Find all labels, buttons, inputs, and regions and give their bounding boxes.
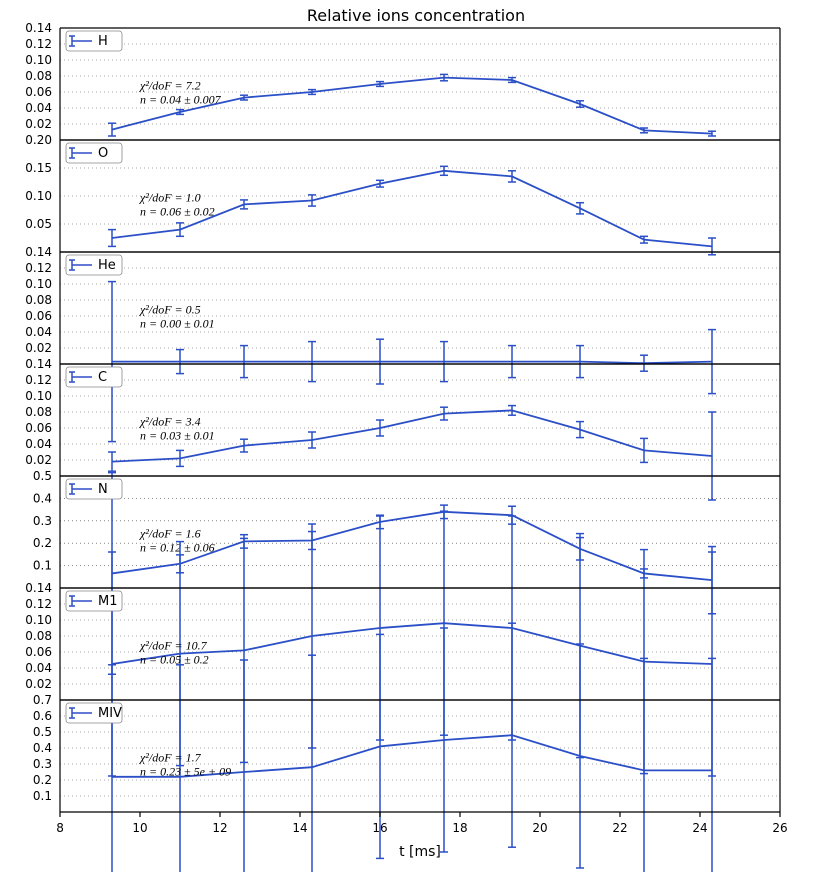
chi2-annotation: χ²/doF = 10.7 (139, 639, 208, 653)
x-tick-label: 22 (612, 821, 627, 835)
legend-label: He (98, 258, 116, 273)
x-tick-label: 24 (692, 821, 707, 835)
x-tick-label: 14 (292, 821, 307, 835)
x-tick-label: 8 (56, 821, 64, 835)
y-tick-label: 0.14 (25, 21, 52, 35)
panel-c: 0.020.040.060.080.100.120.14Cχ²/doF = 3.… (60, 364, 780, 476)
chi2-annotation: χ²/doF = 7.2 (139, 79, 201, 93)
n-annotation: n = 0.05 ± 0.2 (140, 653, 209, 667)
y-tick-label: 0.4 (33, 741, 52, 755)
panel-o: 0.050.100.150.20Oχ²/doF = 1.0n = 0.06 ± … (60, 140, 780, 252)
y-tick-label: 0.14 (25, 357, 52, 371)
legend-label: MIV (98, 706, 122, 721)
y-tick-label: 0.2 (33, 773, 52, 787)
x-tick-label: 16 (372, 821, 387, 835)
y-tick-label: 0.05 (25, 217, 52, 231)
y-tick-label: 0.10 (25, 189, 52, 203)
y-tick-label: 0.5 (33, 725, 52, 739)
y-tick-label: 0.08 (25, 69, 52, 83)
y-tick-label: 0.10 (25, 389, 52, 403)
legend-label: O (98, 146, 108, 161)
y-tick-label: 0.20 (25, 133, 52, 147)
y-tick-label: 0.10 (25, 613, 52, 627)
n-annotation: n = 0.12 ± 0.06 (140, 541, 215, 555)
panel-m1: 0.020.040.060.080.100.120.14M1χ²/doF = 1… (60, 588, 780, 700)
y-tick-label: 0.04 (25, 101, 52, 115)
y-tick-label: 0.02 (25, 453, 52, 467)
y-tick-label: 0.12 (25, 597, 52, 611)
x-axis-label: t [ms] (60, 844, 780, 860)
y-tick-label: 0.5 (33, 469, 52, 483)
y-tick-label: 0.10 (25, 277, 52, 291)
chi2-annotation: χ²/doF = 0.5 (139, 303, 201, 317)
y-tick-label: 0.3 (33, 514, 52, 528)
legend-label: N (98, 482, 108, 497)
y-tick-label: 0.04 (25, 661, 52, 675)
y-tick-label: 0.4 (33, 491, 52, 505)
y-tick-label: 0.08 (25, 293, 52, 307)
y-tick-label: 0.1 (33, 789, 52, 803)
y-tick-label: 0.02 (25, 341, 52, 355)
y-tick-label: 0.08 (25, 405, 52, 419)
y-tick-label: 0.06 (25, 645, 52, 659)
y-tick-label: 0.15 (25, 161, 52, 175)
chi2-annotation: χ²/doF = 1.0 (139, 191, 201, 205)
x-axis: 8101214161820222426 (60, 812, 780, 872)
y-tick-label: 0.7 (33, 693, 52, 707)
y-tick-label: 0.12 (25, 373, 52, 387)
panel-n: 0.10.20.30.40.5Nχ²/doF = 1.6n = 0.12 ± 0… (60, 476, 780, 588)
panel-miv: 0.10.20.30.40.50.60.7MIVχ²/doF = 1.7n = … (60, 700, 780, 812)
y-tick-label: 0.6 (33, 709, 52, 723)
panel-he: 0.020.040.060.080.100.120.14Heχ²/doF = 0… (60, 252, 780, 364)
legend-label: M1 (98, 594, 118, 609)
y-tick-label: 0.04 (25, 437, 52, 451)
y-tick-label: 0.06 (25, 85, 52, 99)
y-tick-label: 0.14 (25, 581, 52, 595)
x-tick-label: 12 (212, 821, 227, 835)
panel-h: 0.020.040.060.080.100.120.14Hχ²/doF = 7.… (60, 28, 780, 140)
x-tick-label: 26 (772, 821, 787, 835)
n-annotation: n = 0.00 ± 0.01 (140, 317, 215, 331)
y-tick-label: 0.02 (25, 117, 52, 131)
n-annotation: n = 0.23 ± 5e + 09 (140, 765, 231, 779)
n-annotation: n = 0.04 ± 0.007 (140, 93, 222, 107)
y-tick-label: 0.04 (25, 325, 52, 339)
legend-label: H (98, 34, 108, 49)
y-tick-label: 0.14 (25, 245, 52, 259)
y-tick-label: 0.06 (25, 309, 52, 323)
y-tick-label: 0.2 (33, 536, 52, 550)
x-tick-label: 10 (132, 821, 147, 835)
y-tick-label: 0.1 (33, 559, 52, 573)
chi2-annotation: χ²/doF = 1.7 (139, 751, 202, 765)
y-tick-label: 0.08 (25, 629, 52, 643)
y-tick-label: 0.12 (25, 37, 52, 51)
y-tick-label: 0.02 (25, 677, 52, 691)
figure-title: Relative ions concentration (0, 6, 832, 25)
x-tick-label: 18 (452, 821, 467, 835)
chi2-annotation: χ²/doF = 3.4 (139, 415, 201, 429)
y-tick-label: 0.06 (25, 421, 52, 435)
y-tick-label: 0.3 (33, 757, 52, 771)
series-line (112, 362, 712, 364)
y-tick-label: 0.12 (25, 261, 52, 275)
n-annotation: n = 0.06 ± 0.02 (140, 205, 215, 219)
chi2-annotation: χ²/doF = 1.6 (139, 527, 201, 541)
y-tick-label: 0.10 (25, 53, 52, 67)
x-tick-label: 20 (532, 821, 547, 835)
legend-label: C (98, 370, 107, 385)
n-annotation: n = 0.03 ± 0.01 (140, 429, 215, 443)
figure: Relative ions concentration 0.020.040.06… (0, 0, 832, 872)
